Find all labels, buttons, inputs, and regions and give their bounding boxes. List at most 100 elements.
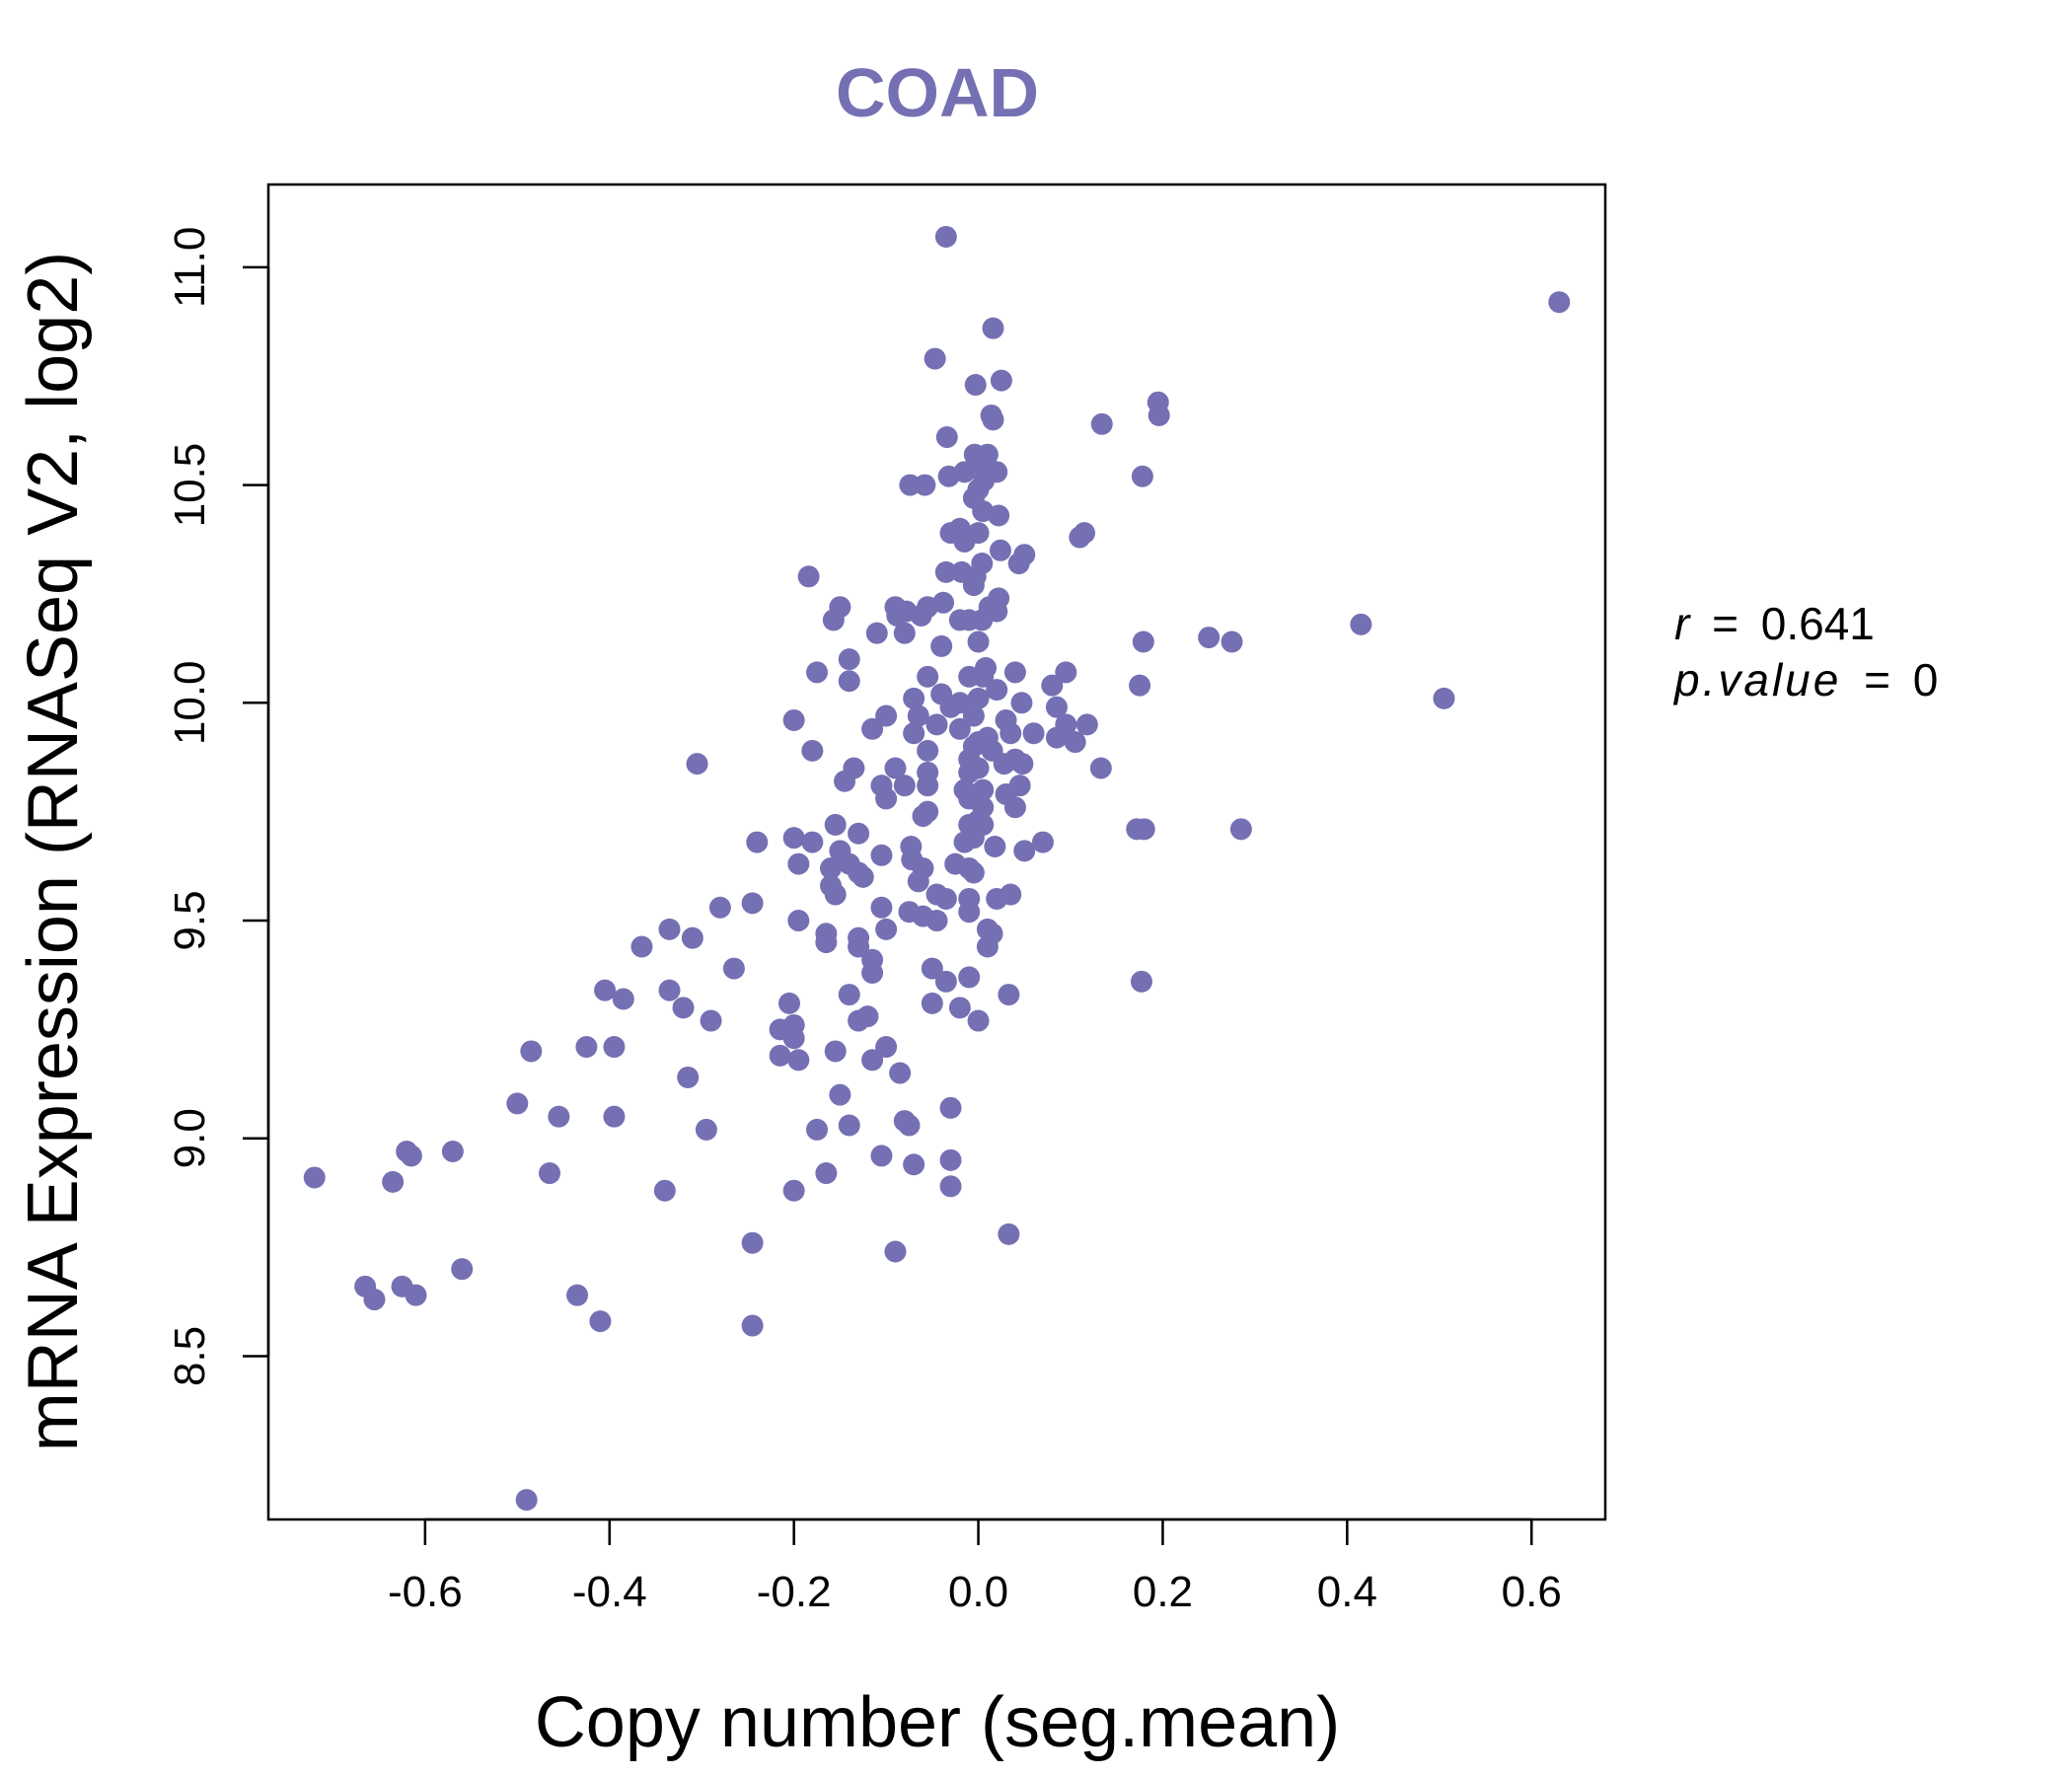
data-point bbox=[984, 835, 1006, 857]
r-symbol: r bbox=[1674, 598, 1691, 649]
stat-p-line: p.value = 0 bbox=[1672, 654, 1938, 705]
data-point bbox=[1022, 722, 1045, 745]
data-point bbox=[681, 926, 703, 949]
data-point bbox=[1548, 291, 1571, 314]
p-symbol: p.value bbox=[1672, 654, 1841, 705]
data-point bbox=[948, 997, 971, 1019]
data-point bbox=[861, 961, 884, 984]
data-point bbox=[741, 1314, 764, 1337]
data-point bbox=[998, 984, 1020, 1006]
data-point bbox=[515, 1489, 538, 1512]
data-point bbox=[1229, 818, 1252, 841]
data-point bbox=[937, 465, 960, 487]
p-value: 0 bbox=[1913, 654, 1939, 705]
plot-frame bbox=[266, 183, 1607, 1521]
data-point bbox=[925, 713, 948, 736]
data-point bbox=[986, 679, 1008, 702]
data-point bbox=[741, 1231, 764, 1254]
data-point bbox=[903, 1153, 925, 1176]
data-point bbox=[884, 757, 907, 779]
data-point bbox=[935, 426, 958, 449]
data-point bbox=[787, 910, 810, 932]
data-point bbox=[967, 630, 990, 653]
data-point bbox=[917, 739, 939, 762]
data-point bbox=[801, 831, 824, 853]
data-point bbox=[1198, 627, 1221, 649]
data-point bbox=[958, 901, 981, 924]
data-point bbox=[870, 1145, 893, 1167]
data-point bbox=[848, 1009, 870, 1032]
y-tick-label: 9.5 bbox=[166, 890, 214, 950]
data-point bbox=[815, 1162, 838, 1185]
data-point bbox=[441, 1140, 464, 1162]
data-point bbox=[520, 1040, 543, 1063]
data-point bbox=[769, 1044, 791, 1067]
data-point bbox=[1073, 522, 1096, 545]
data-point bbox=[838, 648, 860, 671]
data-point bbox=[907, 704, 929, 727]
data-point bbox=[677, 1066, 700, 1088]
data-point bbox=[921, 992, 943, 1014]
data-point bbox=[820, 857, 843, 880]
data-point bbox=[903, 687, 925, 709]
data-point bbox=[1129, 674, 1151, 697]
data-point bbox=[746, 831, 769, 853]
data-point bbox=[976, 935, 999, 958]
x-tick-label: 0.0 bbox=[948, 1568, 1008, 1616]
data-point bbox=[653, 1179, 676, 1202]
y-tick-label: 8.5 bbox=[166, 1326, 214, 1386]
r-equals: = bbox=[1712, 598, 1739, 649]
data-point bbox=[934, 225, 957, 248]
data-point bbox=[1010, 692, 1033, 714]
data-point bbox=[934, 970, 957, 993]
data-point bbox=[998, 1222, 1020, 1245]
data-point bbox=[834, 770, 856, 792]
r-value: 0.641 bbox=[1761, 598, 1875, 649]
data-point bbox=[1064, 731, 1086, 754]
y-tick-label: 10.5 bbox=[166, 443, 214, 528]
data-point bbox=[1221, 630, 1243, 653]
data-point bbox=[824, 883, 847, 906]
data-point bbox=[939, 696, 962, 718]
data-point bbox=[806, 661, 829, 684]
y-axis-label: mRNA Expression (RNASeq V2, log2) bbox=[14, 252, 93, 1451]
data-point bbox=[889, 1062, 912, 1084]
data-point bbox=[990, 369, 1012, 392]
data-point bbox=[722, 957, 745, 980]
data-point bbox=[741, 892, 764, 915]
data-point bbox=[982, 408, 1004, 431]
data-point bbox=[962, 574, 985, 597]
data-point bbox=[1130, 970, 1152, 993]
chart-title: COAD bbox=[836, 54, 1039, 131]
data-point bbox=[893, 775, 916, 797]
data-point bbox=[934, 887, 957, 910]
data-point bbox=[838, 670, 860, 693]
data-point bbox=[451, 1258, 474, 1281]
data-point bbox=[700, 1009, 722, 1032]
data-point bbox=[708, 896, 731, 919]
data-point bbox=[575, 1036, 598, 1059]
data-point bbox=[589, 1310, 612, 1333]
data-point bbox=[917, 775, 939, 797]
x-tick-label: 0.6 bbox=[1502, 1568, 1562, 1616]
data-point bbox=[958, 966, 981, 989]
data-point bbox=[405, 1284, 427, 1306]
data-point bbox=[898, 1114, 921, 1137]
data-point bbox=[986, 887, 1008, 910]
data-point bbox=[1031, 831, 1054, 853]
data-point bbox=[989, 539, 1011, 561]
data-point bbox=[658, 979, 681, 1001]
data-point bbox=[603, 1105, 626, 1128]
y-tick-label: 11.0 bbox=[166, 227, 214, 308]
data-point bbox=[1011, 753, 1034, 776]
data-point bbox=[861, 717, 884, 740]
data-point bbox=[782, 708, 805, 731]
data-point bbox=[865, 622, 888, 644]
data-point bbox=[594, 979, 617, 1001]
data-point bbox=[982, 317, 1004, 339]
data-point bbox=[914, 474, 936, 496]
data-point bbox=[1003, 661, 1026, 684]
data-point bbox=[912, 805, 934, 828]
data-point bbox=[686, 753, 708, 776]
data-point bbox=[787, 1049, 810, 1072]
